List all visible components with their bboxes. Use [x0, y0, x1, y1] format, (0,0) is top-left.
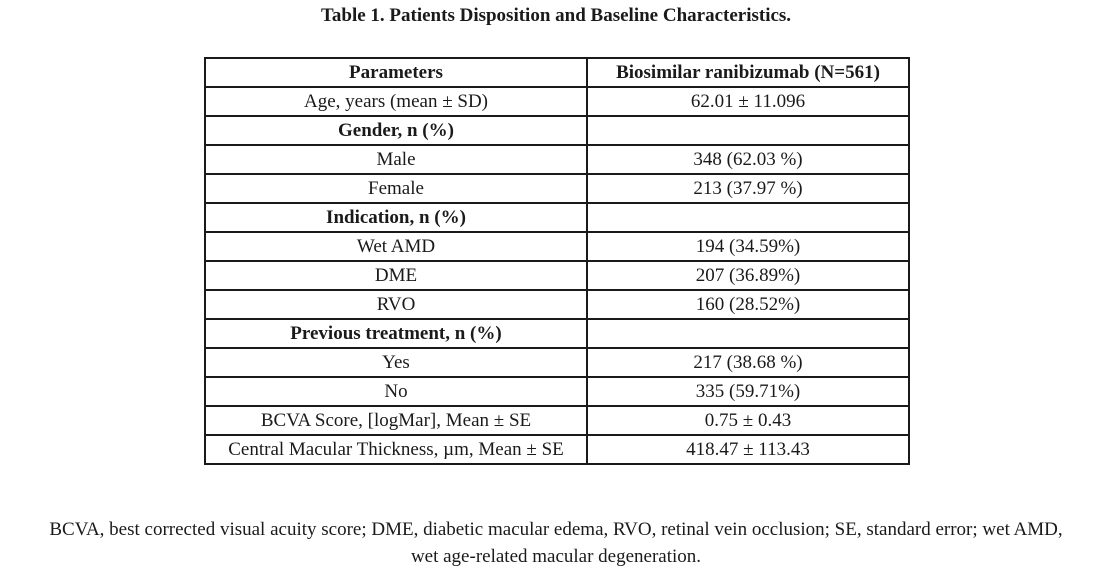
table-section-row: Indication, n (%) [204, 202, 910, 233]
baseline-characteristics-table: Parameters Biosimilar ranibizumab (N=561… [204, 57, 910, 465]
table-section-row: Gender, n (%) [204, 115, 910, 146]
table-row: Yes 217 (38.68 %) [204, 347, 910, 378]
value-cell: 62.01 ± 11.096 [586, 86, 910, 117]
table-footnote: BCVA, best corrected visual acuity score… [0, 516, 1112, 570]
section-label-cell: Indication, n (%) [204, 202, 588, 233]
value-cell [586, 318, 910, 349]
footnote-line-2: wet age-related macular degeneration. [410, 546, 702, 567]
table-row: Central Macular Thickness, µm, Mean ± SE… [204, 434, 910, 465]
value-cell: 194 (34.59%) [586, 231, 910, 262]
parameter-cell: DME [204, 260, 588, 291]
table-section-row: Previous treatment, n (%) [204, 318, 910, 349]
parameter-cell: BCVA Score, [logMar], Mean ± SE [204, 405, 588, 436]
value-cell: 0.75 ± 0.43 [586, 405, 910, 436]
table-row: Male 348 (62.03 %) [204, 144, 910, 175]
table-header-row: Parameters Biosimilar ranibizumab (N=561… [204, 57, 910, 88]
table-caption: Table 1. Patients Disposition and Baseli… [320, 5, 792, 26]
column-header-parameters: Parameters [204, 57, 588, 88]
value-cell: 418.47 ± 113.43 [586, 434, 910, 465]
footnote-line-1: BCVA, best corrected visual acuity score… [49, 519, 1063, 540]
table-row: RVO 160 (28.52%) [204, 289, 910, 320]
value-cell: 348 (62.03 %) [586, 144, 910, 175]
value-cell: 160 (28.52%) [586, 289, 910, 320]
parameter-cell: Female [204, 173, 588, 204]
value-cell: 213 (37.97 %) [586, 173, 910, 204]
parameter-cell: Yes [204, 347, 588, 378]
value-cell: 207 (36.89%) [586, 260, 910, 291]
table-body: Age, years (mean ± SD) 62.01 ± 11.096 Gend… [204, 86, 910, 465]
section-label-cell: Gender, n (%) [204, 115, 588, 146]
value-cell: 335 (59.71%) [586, 376, 910, 407]
parameter-cell: Central Macular Thickness, µm, Mean ± SE [204, 434, 588, 465]
parameter-cell: Wet AMD [204, 231, 588, 262]
table-row: Wet AMD 194 (34.59%) [204, 231, 910, 262]
section-label-cell: Previous treatment, n (%) [204, 318, 588, 349]
table-row: No 335 (59.71%) [204, 376, 910, 407]
value-cell: 217 (38.68 %) [586, 347, 910, 378]
table-row: Age, years (mean ± SD) 62.01 ± 11.096 [204, 86, 910, 117]
table-row: BCVA Score, [logMar], Mean ± SE 0.75 ± 0.… [204, 405, 910, 436]
table-row: DME 207 (36.89%) [204, 260, 910, 291]
value-cell [586, 202, 910, 233]
parameter-cell: Age, years (mean ± SD) [204, 86, 588, 117]
parameter-cell: Male [204, 144, 588, 175]
parameter-cell: No [204, 376, 588, 407]
table-row: Female 213 (37.97 %) [204, 173, 910, 204]
parameter-cell: RVO [204, 289, 588, 320]
value-cell [586, 115, 910, 146]
column-header-biosimilar: Biosimilar ranibizumab (N=561) [586, 57, 910, 88]
